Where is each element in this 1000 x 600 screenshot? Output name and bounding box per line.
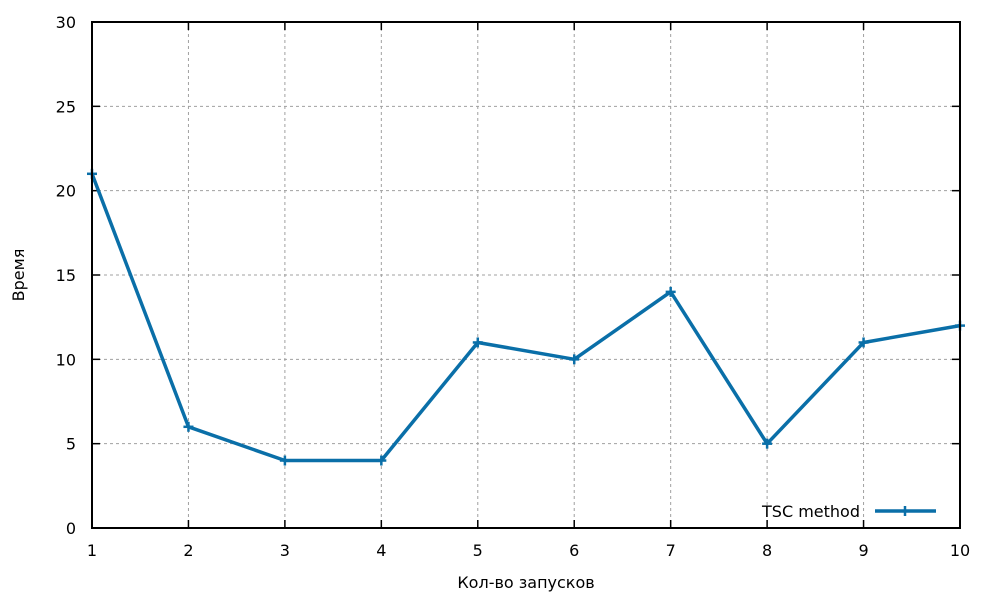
data-point-marker: [472, 337, 483, 348]
y-tick-label: 30: [56, 13, 76, 32]
data-point-marker: [376, 455, 387, 466]
x-tick-label: 7: [666, 541, 676, 560]
x-tick-label: 10: [950, 541, 970, 560]
x-tick-labels: 1 2 3 4 5 6 7 8 9 10: [87, 541, 970, 560]
y-tick-label: 25: [56, 97, 76, 116]
x-tick-label: 1: [87, 541, 97, 560]
data-point-marker: [183, 421, 194, 432]
data-point-marker: [569, 354, 580, 365]
legend: TSC method: [761, 502, 936, 521]
x-tick-label: 6: [569, 541, 579, 560]
series-layer: [87, 168, 965, 466]
y-tick-label: 10: [56, 350, 76, 369]
series-line: [90, 173, 961, 463]
x-tick-label: 9: [858, 541, 868, 560]
y-axis-label: Время: [9, 249, 28, 302]
legend-marker-icon: [900, 506, 910, 516]
x-tick-label: 2: [183, 541, 193, 560]
x-tick-label: 4: [376, 541, 386, 560]
data-point-marker: [762, 438, 773, 449]
data-point-marker: [279, 455, 290, 466]
data-point-marker: [665, 286, 676, 297]
x-tick-label: 5: [473, 541, 483, 560]
y-tick-label: 0: [66, 519, 76, 538]
y-tick-labels: 0 5 10 15 20 25 30: [56, 13, 76, 538]
y-tick-label: 5: [66, 435, 76, 454]
x-tick-label: 3: [280, 541, 290, 560]
legend-label: TSC method: [761, 502, 860, 521]
plot-frame: [91, 21, 961, 529]
y-tick-label: 15: [56, 266, 76, 285]
x-axis-label: Кол-во запусков: [457, 573, 594, 592]
y-tick-label: 20: [56, 182, 76, 201]
grid: [92, 22, 960, 528]
x-tick-label: 8: [762, 541, 772, 560]
data-point-marker: [858, 337, 869, 348]
